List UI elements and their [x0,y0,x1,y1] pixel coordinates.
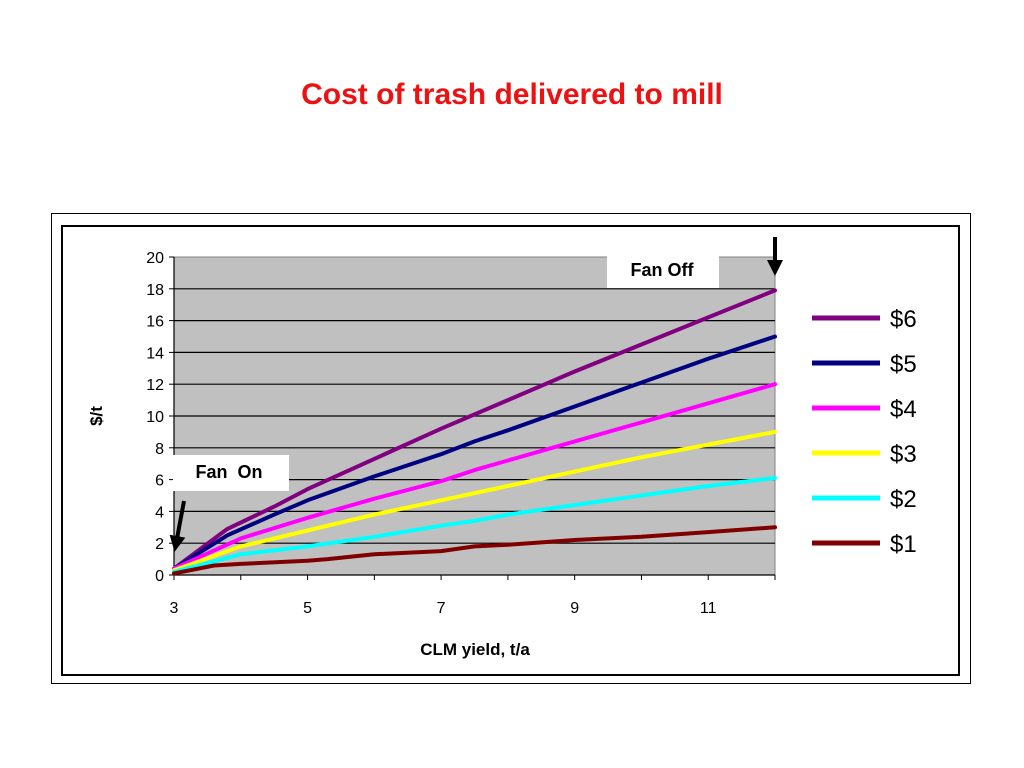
y-tick-label-20: 20 [146,250,164,267]
y-tick-label-14: 14 [146,345,164,362]
y-tick-label-16: 16 [146,314,164,331]
fan-on-annotation: Fan On [169,455,289,552]
series-line-4 [172,429,777,573]
legend-label-4: $3 [890,441,917,468]
legend-label-1: $6 [890,306,917,333]
x-tick-label-3: 3 [170,600,179,617]
y-axis-title: $/t [87,406,106,426]
legend-label-3: $4 [890,396,917,423]
y-tick-label-6: 6 [155,473,164,490]
series-line-5 [172,476,777,574]
fan-on-label-box [173,455,289,491]
x-tick-label-5: 5 [303,600,312,617]
fan-on-arrow-icon [169,500,186,552]
y-tick-label-12: 12 [146,377,164,394]
y-tick-label-0: 0 [155,568,164,585]
x-axis-title: CLM yield, t/a [420,640,530,659]
legend-label-5: $2 [890,486,917,513]
legend-label-6: $1 [890,531,917,558]
fan-on-label: Fan On [196,462,263,482]
legend: $6 $5 $4 $3 $2 $1 [812,306,917,558]
fan-off-label-box [607,254,719,288]
series-line-2 [172,334,777,571]
y-tick-label-4: 4 [155,504,164,521]
series-lines [172,288,777,576]
y-tick-label-8: 8 [155,441,164,458]
x-tick-label-9: 9 [570,600,579,617]
series-line-1 [172,288,777,571]
axes: 0 2 4 6 8 10 12 14 16 18 20 3 5 7 9 11 [146,250,776,617]
fan-off-annotation: Fan Off [607,237,783,288]
y-tick-label-18: 18 [146,282,164,299]
y-tick-label-2: 2 [155,536,164,553]
series-line-3 [172,382,777,571]
y-tick-label-10: 10 [146,409,164,426]
x-tick-label-11: 11 [700,600,717,617]
fan-off-label: Fan Off [631,260,695,280]
legend-label-2: $5 [890,351,917,378]
x-tick-label-7: 7 [437,600,446,617]
series-line-6 [172,525,777,576]
slide-title: Cost of trash delivered to mill [301,78,723,111]
